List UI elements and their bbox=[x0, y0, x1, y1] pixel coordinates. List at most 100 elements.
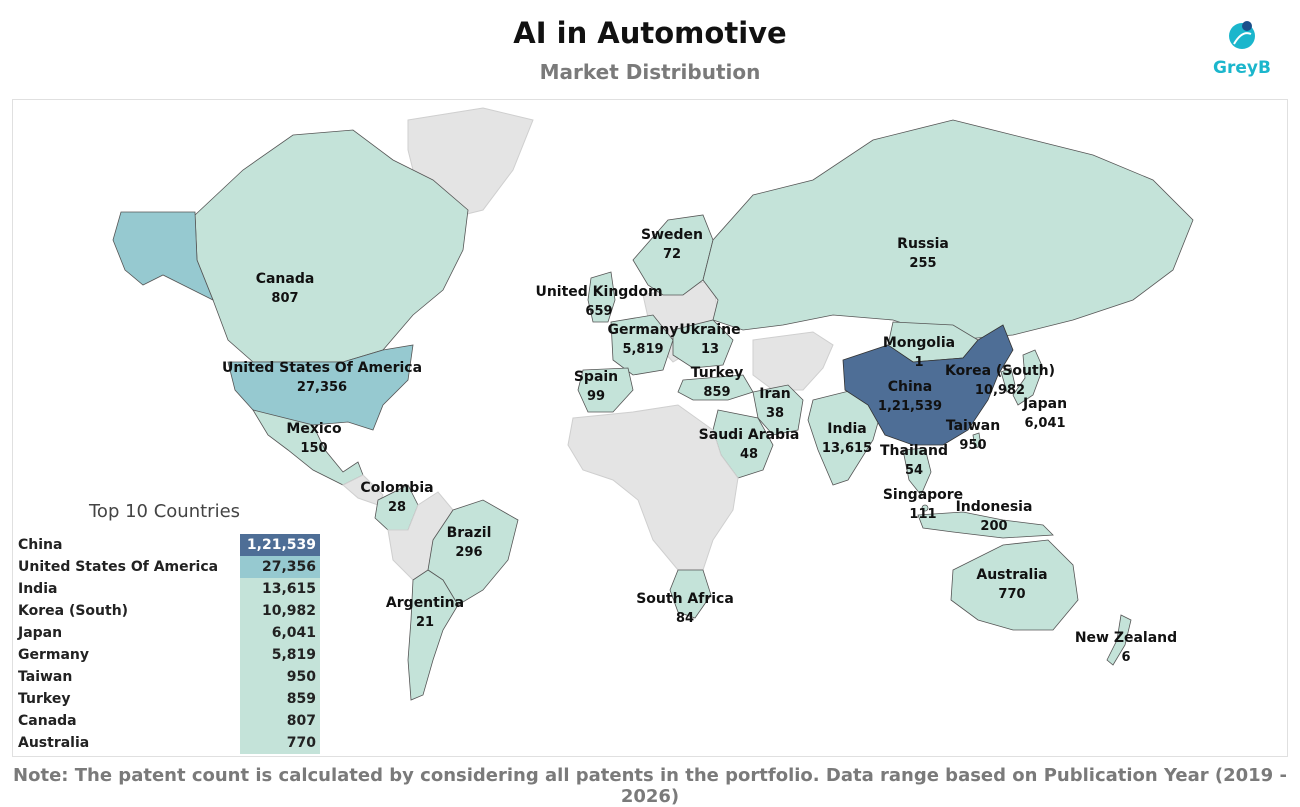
label-sweden: Sweden 72 bbox=[641, 226, 703, 264]
label-name: Taiwan bbox=[945, 418, 1001, 434]
label-value: 27,356 bbox=[296, 380, 348, 395]
table-row[interactable]: Japan 6,041 bbox=[14, 622, 320, 644]
country-name-cell: United States Of America bbox=[18, 559, 219, 575]
australia-shape[interactable] bbox=[950, 539, 1079, 631]
label-turkey: Turkey 859 bbox=[691, 364, 743, 402]
label-value: 1,21,539 bbox=[877, 399, 943, 414]
table-row[interactable]: Turkey 859 bbox=[14, 688, 320, 710]
japan-shape[interactable] bbox=[1012, 349, 1044, 406]
label-name: Australia bbox=[976, 567, 1048, 583]
label-value: 84 bbox=[675, 611, 695, 626]
label-name: Mongolia bbox=[882, 335, 956, 351]
table-row[interactable]: China 1,21,539 bbox=[14, 534, 320, 556]
turkey-shape[interactable] bbox=[677, 374, 754, 401]
label-new-zealand: New Zealand 6 bbox=[1075, 629, 1177, 667]
label-value: 200 bbox=[980, 519, 1008, 534]
taiwan-shape[interactable] bbox=[972, 432, 982, 449]
label-name: Thailand bbox=[880, 443, 948, 459]
korea-south-shape[interactable] bbox=[1000, 367, 1016, 393]
patent-count-cell: 27,356 bbox=[240, 556, 320, 578]
footer-note: Note: The patent count is calculated by … bbox=[13, 765, 1287, 807]
label-value: 950 bbox=[959, 438, 987, 453]
patent-count-cell: 5,819 bbox=[240, 644, 320, 666]
label-name: India bbox=[827, 421, 867, 437]
label-india: India 13,615 bbox=[822, 420, 872, 458]
label-saudi-arabia: Saudi Arabia 48 bbox=[699, 426, 800, 464]
logo-text: GreyB bbox=[1213, 58, 1271, 78]
label-name: Turkey bbox=[690, 365, 744, 381]
label-value: 6,041 bbox=[1024, 416, 1066, 431]
top-countries-title: Top 10 Countries bbox=[89, 501, 241, 522]
south-africa-shape[interactable] bbox=[669, 569, 712, 619]
spain-shape[interactable] bbox=[577, 367, 634, 413]
label-spain: Spain 99 bbox=[574, 368, 618, 406]
table-row[interactable]: United States Of America 27,356 bbox=[14, 556, 320, 578]
russia-shape[interactable] bbox=[702, 119, 1194, 341]
label-mongolia: Mongolia 1 bbox=[883, 334, 955, 372]
label-united-kingdom: United Kingdom 659 bbox=[535, 283, 662, 321]
label-canada: Canada 807 bbox=[256, 270, 315, 308]
patent-count-cell: 10,982 bbox=[240, 600, 320, 622]
table-row[interactable]: Germany 5,819 bbox=[14, 644, 320, 666]
table-row[interactable]: Canada 807 bbox=[14, 710, 320, 732]
label-value: 48 bbox=[739, 447, 759, 462]
label-value: 38 bbox=[765, 406, 785, 421]
label-australia: Australia 770 bbox=[976, 566, 1047, 604]
label-value: 5,819 bbox=[622, 342, 664, 357]
label-name: Singapore bbox=[882, 487, 964, 503]
label-value: 72 bbox=[662, 247, 682, 262]
label-name: Brazil bbox=[446, 525, 492, 541]
china-shape[interactable] bbox=[842, 324, 1014, 446]
patent-count-cell: 807 bbox=[240, 710, 320, 732]
label-name: Colombia bbox=[360, 480, 434, 496]
label-name: United States Of America bbox=[221, 360, 423, 376]
label-value: 99 bbox=[586, 389, 606, 404]
central-asia-other-shape bbox=[752, 331, 834, 391]
label-value: 13 bbox=[700, 342, 720, 357]
country-name-cell: Taiwan bbox=[18, 669, 73, 685]
label-value: 659 bbox=[585, 304, 613, 319]
table-row[interactable]: Australia 770 bbox=[14, 732, 320, 754]
patent-count-cell: 950 bbox=[240, 666, 320, 688]
label-ukraine: Ukraine 13 bbox=[679, 321, 740, 359]
label-name: Sweden bbox=[641, 227, 703, 243]
uk-shape[interactable] bbox=[587, 271, 616, 323]
label-name: Mexico bbox=[286, 421, 342, 437]
indonesia-shape[interactable] bbox=[917, 511, 1054, 539]
country-name-cell: Germany bbox=[18, 647, 90, 663]
patent-count-cell: 13,615 bbox=[240, 578, 320, 600]
label-brazil: Brazil 296 bbox=[447, 524, 492, 562]
top-countries-table: China 1,21,539 United States Of America 27,… bbox=[14, 534, 320, 754]
label-value: 111 bbox=[909, 507, 937, 522]
label-value: 1 bbox=[914, 355, 924, 370]
country-name-cell: Turkey bbox=[18, 691, 71, 707]
page-title: AI in Automotive bbox=[513, 16, 787, 50]
new-zealand-shape[interactable] bbox=[1106, 614, 1132, 666]
page-subtitle: Market Distribution bbox=[539, 60, 761, 84]
label-mexico: Mexico 150 bbox=[286, 420, 341, 458]
canada-shape[interactable] bbox=[194, 129, 469, 363]
map-canvas bbox=[112, 107, 1194, 701]
label-japan: Japan 6,041 bbox=[1023, 395, 1067, 433]
label-korea-south: Korea (South) 10,982 bbox=[945, 362, 1055, 400]
thailand-shape[interactable] bbox=[902, 447, 932, 496]
label-name: Iran bbox=[759, 386, 791, 402]
table-row[interactable]: Korea (South) 10,982 bbox=[14, 600, 320, 622]
alaska-shape[interactable] bbox=[112, 211, 214, 301]
patent-count-cell: 859 bbox=[240, 688, 320, 710]
country-name-cell: Australia bbox=[18, 735, 90, 751]
label-name: China bbox=[887, 379, 933, 395]
table-row[interactable]: Taiwan 950 bbox=[14, 666, 320, 688]
label-value: 21 bbox=[415, 615, 435, 630]
label-name: Russia bbox=[897, 236, 949, 252]
label-value: 150 bbox=[300, 441, 328, 456]
germany-shape[interactable] bbox=[610, 314, 674, 376]
table-row[interactable]: India 13,615 bbox=[14, 578, 320, 600]
singapore-shape[interactable] bbox=[921, 504, 929, 512]
country-name-cell: Japan bbox=[18, 625, 63, 641]
label-iran: Iran 38 bbox=[759, 385, 791, 423]
label-china: China 1,21,539 bbox=[878, 378, 942, 416]
label-name: Canada bbox=[255, 271, 315, 287]
label-name: United Kingdom bbox=[535, 284, 663, 300]
argentina-shape[interactable] bbox=[407, 569, 459, 701]
